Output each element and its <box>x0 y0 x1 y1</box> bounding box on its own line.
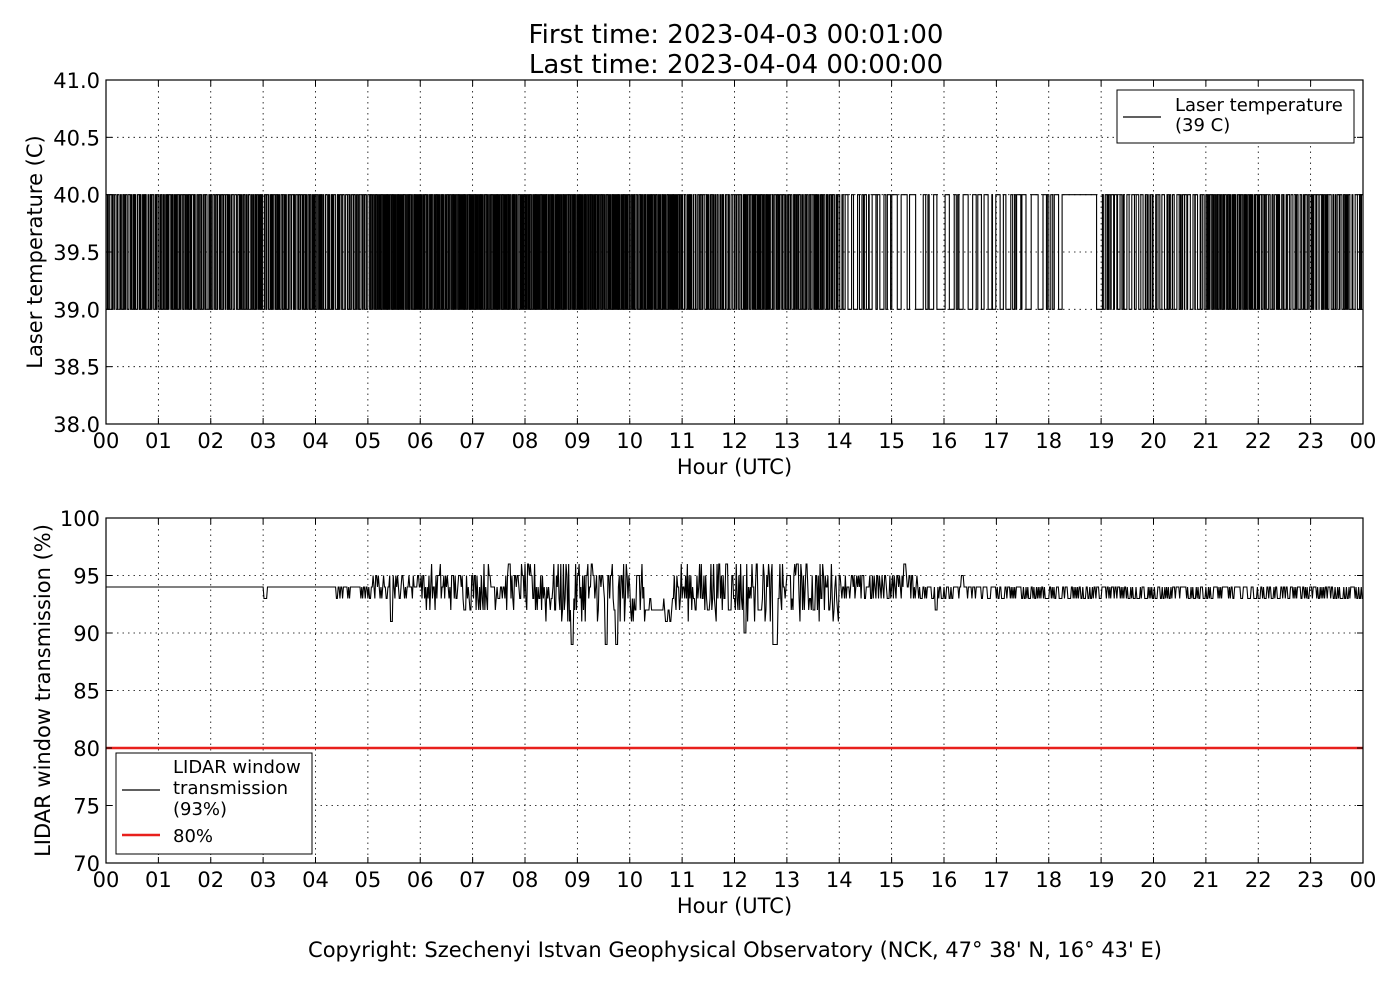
x-tick-label: 01 <box>145 429 172 453</box>
series-group <box>106 563 1363 750</box>
y-tick-label: 80 <box>73 737 100 761</box>
x-tick-label: 19 <box>1088 429 1115 453</box>
x-tick-label: 04 <box>302 868 329 892</box>
chart-title-line1: First time: 2023-04-03 00:01:00 <box>529 20 944 50</box>
x-tick-label: 16 <box>931 429 958 453</box>
x-axis-label: Hour (UTC) <box>677 894 792 918</box>
x-axis-label: Hour (UTC) <box>677 455 792 479</box>
y-tick-label: 40.0 <box>53 184 100 208</box>
x-tick-label: 11 <box>669 868 696 892</box>
y-tick-label: 90 <box>73 622 100 646</box>
y-tick-label: 38.5 <box>53 356 100 380</box>
x-tick-label: 03 <box>250 868 277 892</box>
x-tick-label: 18 <box>1035 429 1062 453</box>
legend-box <box>115 752 313 855</box>
legend-label-80: 80% <box>173 826 213 847</box>
x-tick-label: 21 <box>1193 429 1220 453</box>
y-tick-label: 39.0 <box>53 298 100 322</box>
x-tick-label: 14 <box>826 429 853 453</box>
legend-label: Laser temperature <box>1175 95 1343 116</box>
x-tick-label: 10 <box>616 868 643 892</box>
x-tick-label: 20 <box>1140 429 1167 453</box>
x-tick-label: 19 <box>1088 868 1115 892</box>
x-tick-label: 13 <box>774 868 801 892</box>
x-tick-label: 07 <box>459 868 486 892</box>
x-tick-label: 12 <box>721 429 748 453</box>
x-tick-label: 23 <box>1297 868 1324 892</box>
x-tick-label: 22 <box>1245 429 1272 453</box>
x-tick-label: 05 <box>355 868 382 892</box>
lidar-transmission-panel: 00 01 02 03 04 05 06 07 08 09 10 11 12 13 14 15 16 17 18 19… <box>31 507 1376 918</box>
legend-label: (93%) <box>173 799 227 820</box>
x-tick-label: 11 <box>669 429 696 453</box>
x-tick-label: 09 <box>564 868 591 892</box>
y-axis-label: LIDAR window transmission (%) <box>31 524 55 857</box>
x-tick-label: 21 <box>1193 868 1220 892</box>
x-tick-label: 06 <box>407 429 434 453</box>
x-tick-label: 17 <box>983 868 1010 892</box>
legend-laser-temperature: Laser temperature(39 C) <box>1116 89 1355 144</box>
x-tick-label: 08 <box>512 429 539 453</box>
x-tick-label: 06 <box>407 868 434 892</box>
x-tick-label: 00 <box>93 429 120 453</box>
x-tick-label: 02 <box>197 868 224 892</box>
y-tick-label: 38.0 <box>53 413 100 437</box>
x-tick-label: 16 <box>931 868 958 892</box>
series-group <box>106 194 1363 310</box>
x-tick-label: 15 <box>878 868 905 892</box>
lidar-transmission-line <box>106 563 1363 646</box>
y-tick-label: 40.5 <box>53 126 100 150</box>
x-tick-label: 18 <box>1035 868 1062 892</box>
x-tick-label: 02 <box>197 429 224 453</box>
copyright-text: Copyright: Szechenyi Istvan Geophysical … <box>308 938 1162 962</box>
x-tick-label: 20 <box>1140 868 1167 892</box>
x-tick-label: 12 <box>721 868 748 892</box>
y-tick-label: 70 <box>73 852 100 876</box>
legend-label: transmission <box>173 778 288 799</box>
chart-title-line2: Last time: 2023-04-04 00:00:00 <box>529 50 943 80</box>
x-tick-label: 13 <box>774 429 801 453</box>
y-tick-label: 100 <box>60 507 100 531</box>
legend-label: LIDAR window <box>173 757 301 778</box>
y-axis-label: Laser temperature (C) <box>23 135 47 368</box>
x-tick-label: 08 <box>512 868 539 892</box>
x-tick-label: 09 <box>564 429 591 453</box>
x-tick-label: 17 <box>983 429 1010 453</box>
y-tick-label: 85 <box>73 680 100 704</box>
x-tick-label: 23 <box>1297 429 1324 453</box>
x-tick-label: 15 <box>878 429 905 453</box>
y-tick-label: 41.0 <box>53 69 100 93</box>
x-tick-label: 05 <box>355 429 382 453</box>
laser-temperature-line <box>106 194 1363 310</box>
x-tick-label: 00 <box>1350 429 1377 453</box>
x-tick-label: 03 <box>250 429 277 453</box>
x-tick-label: 04 <box>302 429 329 453</box>
y-tick-label: 75 <box>73 795 100 819</box>
x-tick-label: 07 <box>459 429 486 453</box>
x-tick-label: 14 <box>826 868 853 892</box>
legend-label: (39 C) <box>1175 115 1230 136</box>
y-tick-label: 95 <box>73 565 100 589</box>
x-tick-label: 00 <box>93 868 120 892</box>
x-tick-label: 01 <box>145 868 172 892</box>
y-tick-label: 39.5 <box>53 241 100 265</box>
x-tick-label: 22 <box>1245 868 1272 892</box>
laser-temperature-panel: 00 01 02 03 04 05 06 07 08 09 10 11 12 13 14 15 16 17 18 19… <box>23 69 1376 479</box>
x-tick-label: 00 <box>1350 868 1377 892</box>
x-tick-label: 10 <box>616 429 643 453</box>
